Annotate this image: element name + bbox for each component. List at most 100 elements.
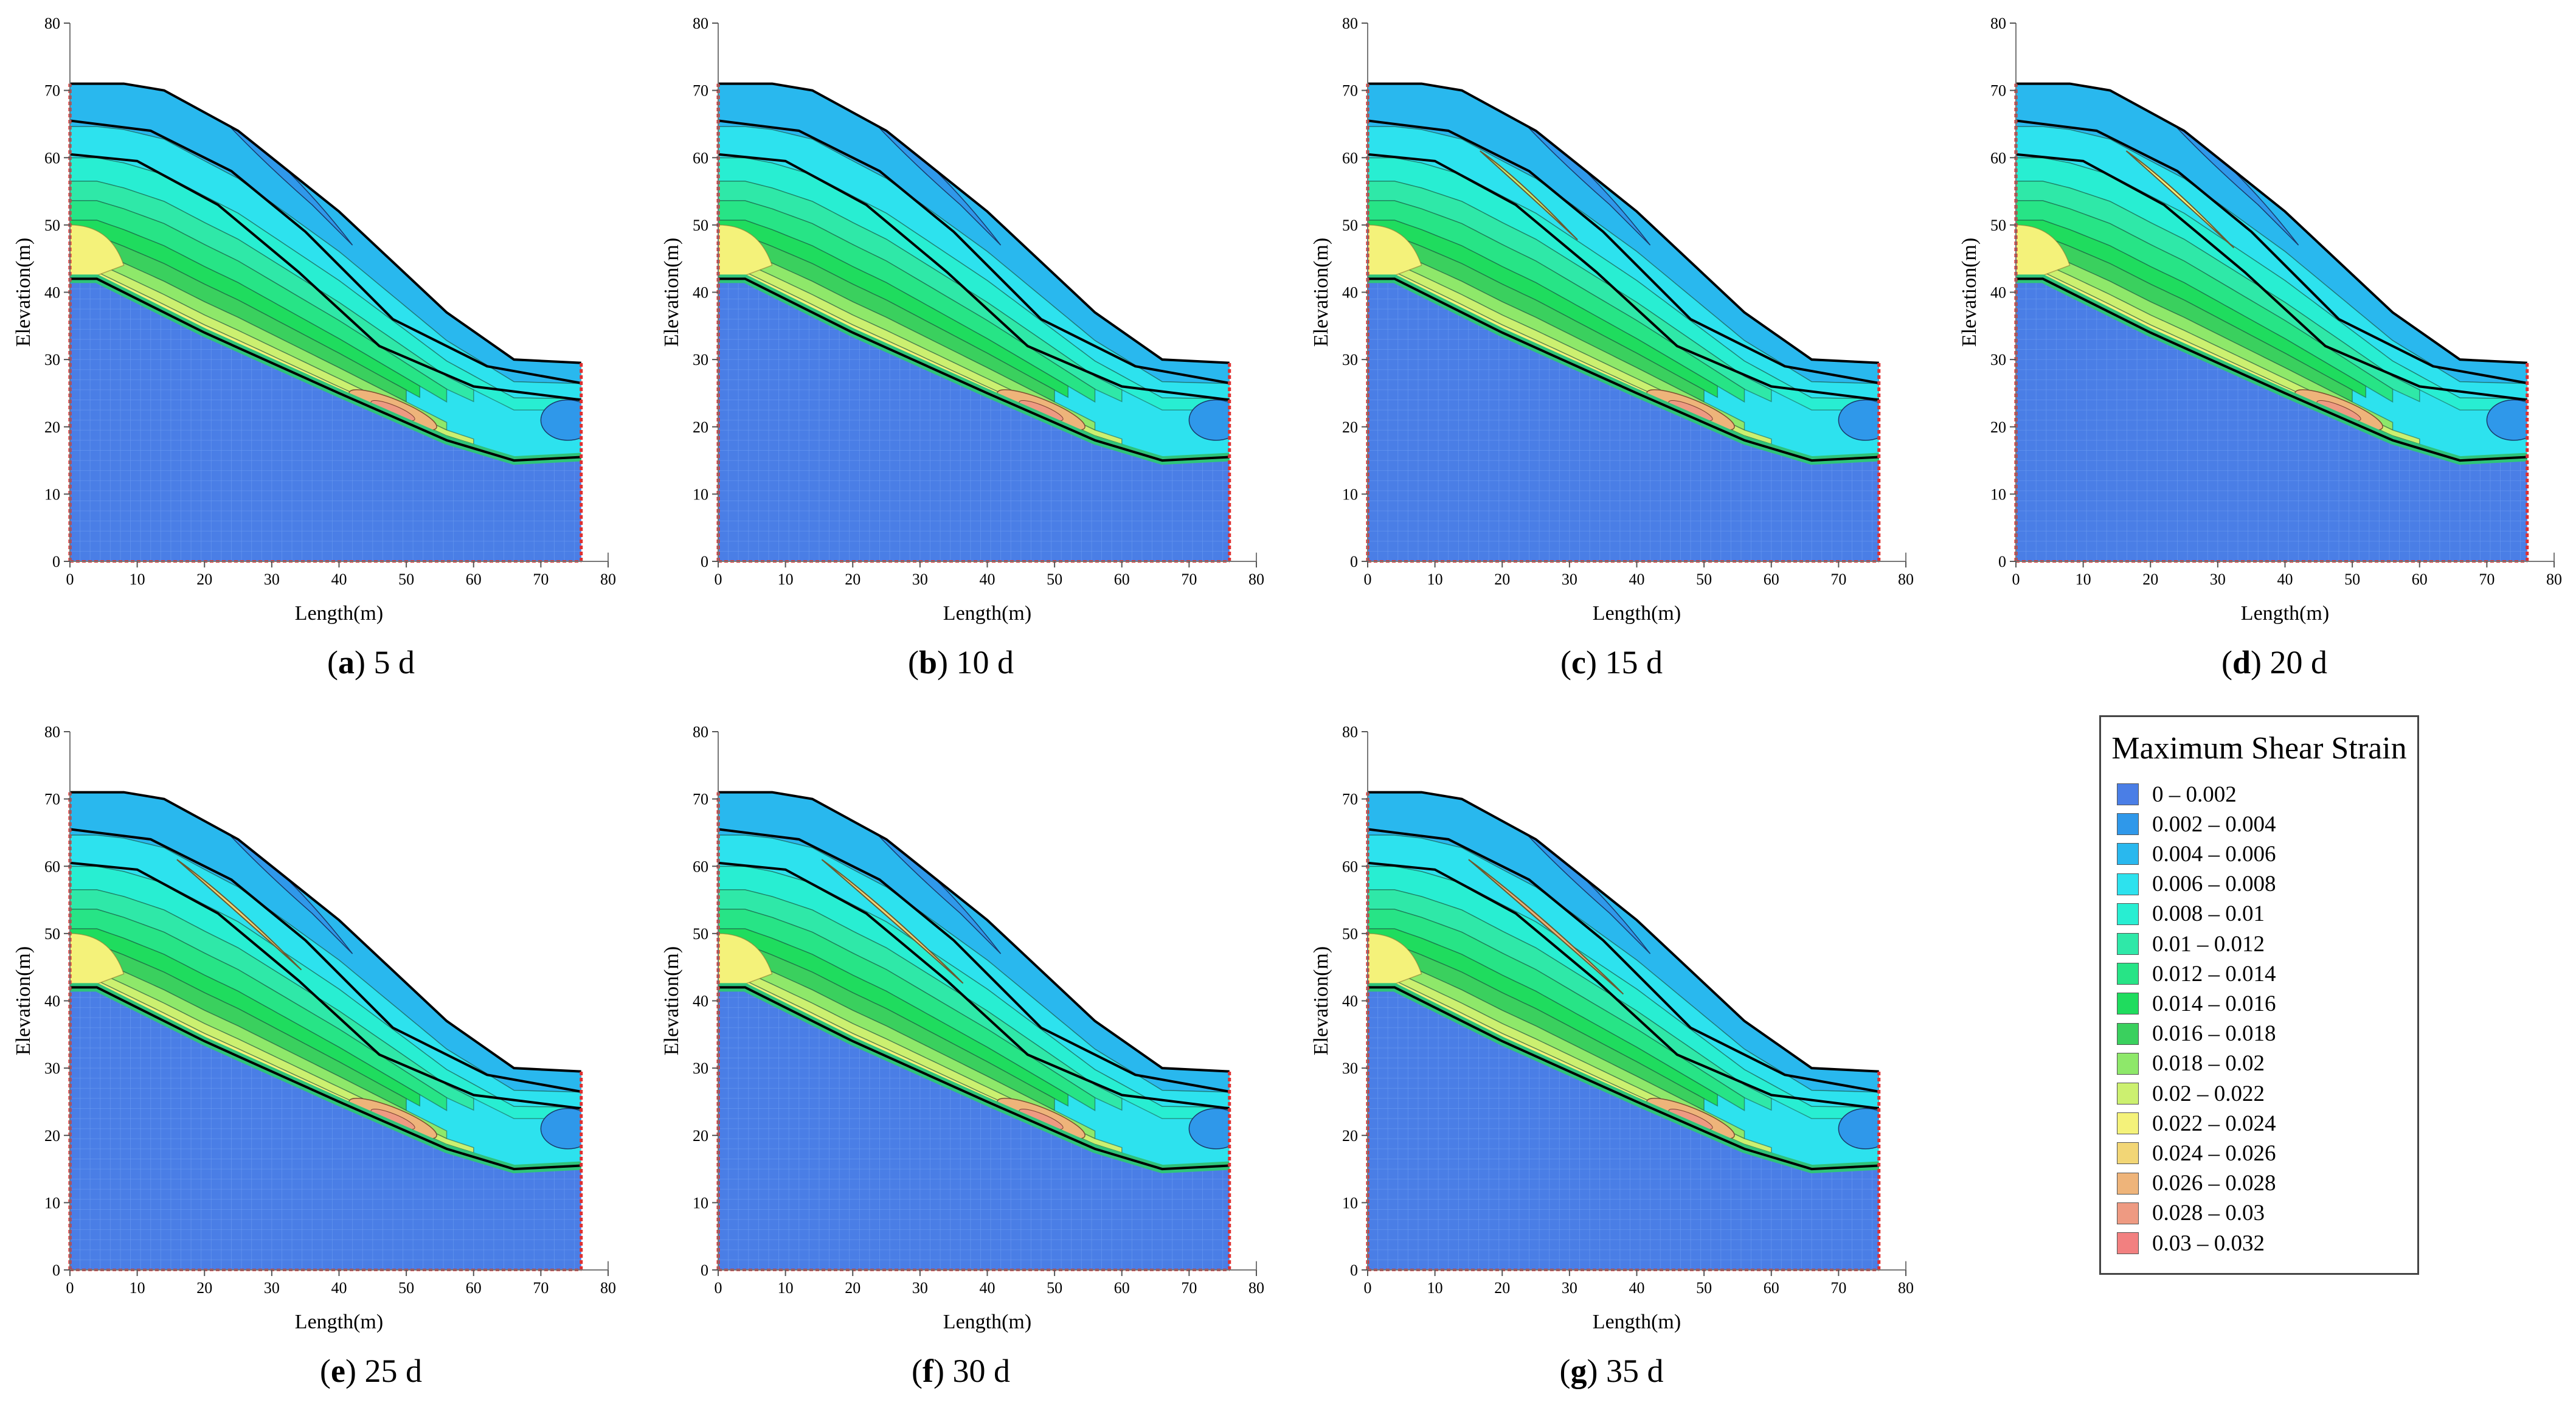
- legend-item: 0.008 – 0.01: [2117, 901, 2265, 927]
- y-tick-label: 70: [693, 82, 708, 100]
- legend-swatch: [2117, 873, 2139, 895]
- contour-lobe-left: [718, 933, 773, 985]
- y-axis-label: Elevation(m): [1958, 238, 1981, 347]
- y-tick-label: 60: [693, 858, 708, 875]
- legend-label: 0.01 – 0.012: [2152, 931, 2265, 957]
- y-tick-label: 70: [1990, 82, 2006, 100]
- legend-label: 0.006 – 0.008: [2152, 872, 2276, 897]
- legend-label: 0.026 – 0.028: [2152, 1171, 2276, 1196]
- contour-lobe-left: [70, 933, 125, 985]
- y-tick-label: 60: [1990, 149, 2006, 167]
- x-tick-label: 60: [1764, 571, 1779, 588]
- panel-caption-d: (d) 20 d: [2221, 644, 2327, 681]
- y-tick-label: 30: [1342, 1060, 1358, 1077]
- y-tick-label: 50: [1342, 925, 1358, 943]
- bedrock-mesh: [1367, 987, 1879, 1270]
- legend-swatch: [2117, 963, 2139, 985]
- bedrock-mesh: [69, 278, 581, 561]
- panel-label: 5 d: [373, 644, 415, 681]
- legend-label: 0.024 – 0.026: [2152, 1140, 2276, 1166]
- y-tick-label: 60: [44, 149, 60, 167]
- y-tick-label: 40: [693, 993, 708, 1010]
- legend-swatch: [2117, 1142, 2139, 1165]
- ground-surface-line: [1368, 82, 1879, 364]
- legend-swatch: [2117, 1112, 2139, 1135]
- legend-label: 0.012 – 0.014: [2152, 961, 2276, 987]
- x-tick-label: 50: [1047, 1279, 1062, 1297]
- y-axis-label: Elevation(m): [1310, 238, 1332, 347]
- y-axis-label: Elevation(m): [1310, 946, 1332, 1055]
- x-tick-label: 80: [2546, 571, 2562, 588]
- legend-label: 0.018 – 0.02: [2152, 1051, 2265, 1077]
- legend-label: 0.002 – 0.004: [2152, 811, 2276, 837]
- y-tick-label: 40: [693, 284, 708, 302]
- x-tick-label: 0: [2012, 571, 2020, 588]
- y-tick-label: 30: [1342, 351, 1358, 369]
- shear-band: [821, 859, 964, 984]
- layer-boundary-1: [1367, 828, 1880, 1093]
- bedrock-surface-line: [70, 277, 581, 462]
- x-tick-label: 80: [1248, 1279, 1264, 1297]
- x-tick-label: 10: [1427, 1279, 1443, 1297]
- panel-letter: e: [331, 1353, 345, 1389]
- x-tick-label: 40: [331, 1279, 347, 1297]
- shear-band: [1480, 150, 1578, 240]
- y-tick-label: 60: [1342, 149, 1358, 167]
- y-tick-label: 30: [693, 351, 708, 369]
- legend-item: 0.014 – 0.016: [2117, 991, 2276, 1016]
- x-tick-label: 0: [715, 1279, 722, 1297]
- panel-d: 0 10 20 30 40 50 60 70 80 0 10 20 30 40 50 60 70 80 Length…: [1958, 15, 2562, 625]
- y-tick-label: 40: [44, 993, 60, 1010]
- layer-boundary-2: [69, 861, 581, 1110]
- legend-swatch: [2117, 993, 2139, 1015]
- panel-letter: a: [338, 644, 355, 681]
- panel-label: 10 d: [956, 644, 1014, 681]
- legend-label: 0.022 – 0.024: [2152, 1111, 2276, 1136]
- layer-boundary-2: [718, 153, 1230, 401]
- x-tick-label: 0: [1364, 1279, 1372, 1297]
- panel-g: 0 10 20 30 40 50 60 70 80 0 10 20 30 40 50 60 70 80 Length…: [1310, 723, 1914, 1333]
- y-tick-label: 80: [1990, 15, 2006, 32]
- x-tick-label: 60: [1114, 1279, 1130, 1297]
- legend-label: 0.004 – 0.006: [2152, 841, 2276, 867]
- x-tick-label: 20: [1494, 571, 1510, 588]
- bedrock-surface-line: [718, 986, 1230, 1171]
- ground-surface-line: [718, 791, 1230, 1073]
- x-tick-label: 30: [912, 1279, 928, 1297]
- panel-letter: f: [923, 1353, 933, 1389]
- bedrock-mesh: [718, 278, 1230, 561]
- panel-e: 0 10 20 30 40 50 60 70 80 0 10 20 30 40 50 60 70 80 Length…: [12, 723, 616, 1333]
- contour-lens-toe: [1188, 1108, 1230, 1150]
- legend-swatch: [2117, 783, 2139, 805]
- layer-boundary-1: [1367, 119, 1880, 384]
- contour-lens-toe: [2486, 399, 2527, 441]
- contour-lobe-left: [70, 224, 125, 276]
- x-tick-label: 50: [1696, 571, 1712, 588]
- layer-boundary-1: [69, 119, 582, 384]
- y-tick-label: 10: [1342, 485, 1358, 503]
- x-tick-label: 40: [2277, 571, 2293, 588]
- panel-label: 15 d: [1605, 644, 1663, 681]
- contour-lens-toe: [1838, 1108, 1879, 1150]
- legend-swatch: [2117, 1202, 2139, 1224]
- y-tick-label: 30: [693, 1060, 708, 1077]
- bedrock-surface-line: [1368, 986, 1879, 1171]
- legend-label: 0.008 – 0.01: [2152, 901, 2265, 927]
- x-tick-label: 20: [845, 1279, 860, 1297]
- x-tick-label: 80: [600, 571, 616, 588]
- legend-item: 0.024 – 0.026: [2117, 1140, 2276, 1166]
- y-tick-label: 80: [1342, 15, 1358, 32]
- x-tick-label: 40: [1629, 1279, 1645, 1297]
- y-tick-label: 20: [44, 1127, 60, 1145]
- y-tick-label: 50: [44, 925, 60, 943]
- panel-f: 0 10 20 30 40 50 60 70 80 0 10 20 30 40 50 60 70 80 Length…: [660, 723, 1264, 1333]
- y-tick-label: 0: [701, 1261, 708, 1279]
- legend-item: 0.02 – 0.022: [2117, 1081, 2265, 1106]
- panel-a: 0 10 20 30 40 50 60 70 80 0 10 20 30 40 50 60 70 80 Length…: [12, 15, 616, 625]
- y-tick-label: 10: [693, 1194, 708, 1212]
- x-tick-label: 30: [2210, 571, 2226, 588]
- bedrock-surface-line: [1368, 277, 1879, 462]
- layer-boundary-2: [1367, 861, 1879, 1110]
- x-tick-label: 70: [533, 1279, 549, 1297]
